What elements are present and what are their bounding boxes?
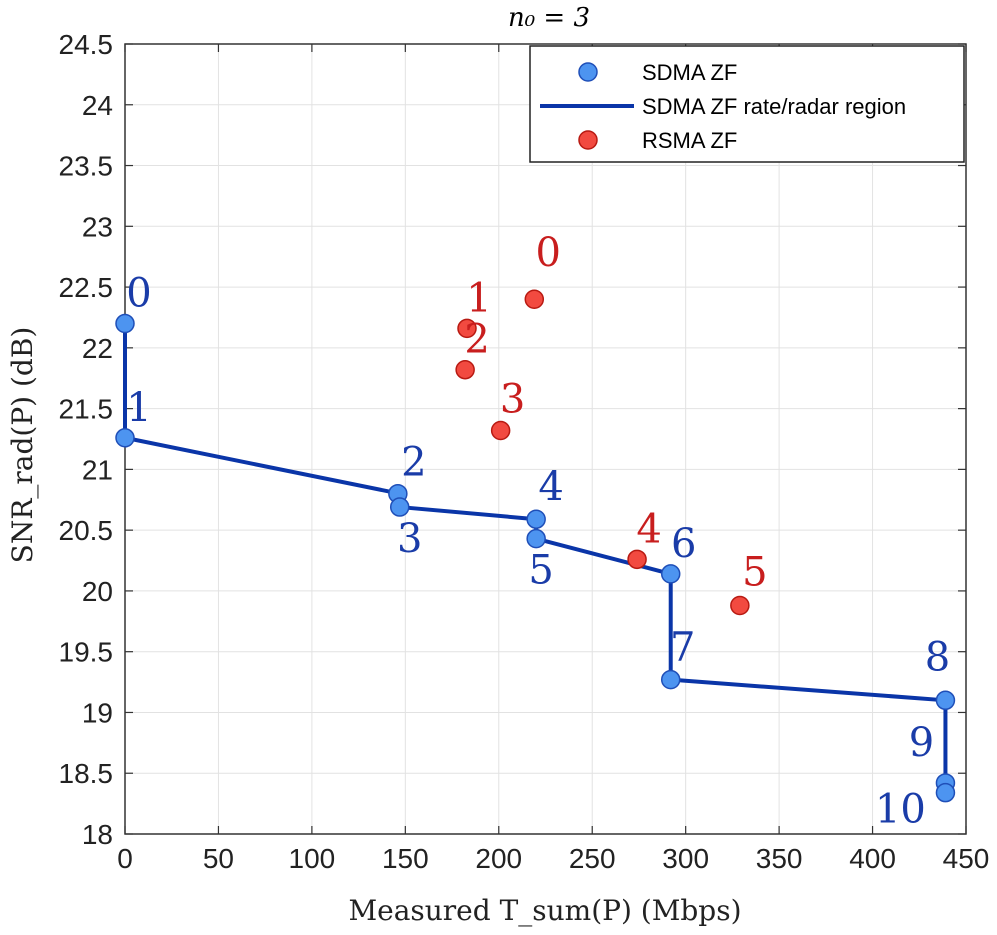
sdma-point-label: 2 bbox=[401, 440, 426, 486]
y-axis-label: SNR_rad(P) (dB) bbox=[6, 327, 39, 564]
x-tick-label: 250 bbox=[569, 843, 616, 874]
sdma-point bbox=[935, 690, 956, 711]
x-tick-label: 50 bbox=[203, 843, 234, 874]
sdma-point-label: 8 bbox=[925, 634, 950, 680]
x-axis-label: Measured T_sum(P) (Mbps) bbox=[348, 894, 741, 927]
sdma-point-label: 7 bbox=[670, 625, 695, 671]
y-tick-label: 20 bbox=[82, 576, 113, 607]
legend: SDMA ZF SDMA ZF rate/radar region RSMA ZF bbox=[529, 45, 965, 163]
y-tick-label: 23.5 bbox=[59, 151, 114, 182]
legend-region-label: SDMA ZF rate/radar region bbox=[642, 94, 906, 119]
rsma-point bbox=[455, 359, 475, 380]
series-points bbox=[115, 289, 956, 803]
rsma-point-label: 2 bbox=[464, 317, 489, 363]
sdma-point bbox=[389, 497, 410, 517]
chart-title: n₀ = 3 bbox=[508, 3, 590, 33]
tick-labels: 0 50 100 150 200 250 300 350 400 4501818.51919.52… bbox=[59, 29, 990, 874]
sdma-point-label: 0 bbox=[126, 271, 151, 317]
rsma-point bbox=[490, 420, 511, 441]
y-tick-label: 24.5 bbox=[59, 29, 114, 60]
y-tick-label: 23 bbox=[82, 211, 113, 242]
rsma-point-label: 0 bbox=[536, 230, 561, 276]
sdma-point bbox=[115, 428, 135, 448]
legend-sdma-label: SDMA ZF bbox=[642, 60, 737, 85]
y-tick-label: 19.5 bbox=[59, 637, 114, 668]
x-tick-label: 450 bbox=[943, 843, 990, 874]
y-tick-label: 22 bbox=[82, 333, 113, 364]
sdma-point bbox=[526, 528, 546, 549]
sdma-point bbox=[935, 782, 956, 803]
y-tick-label: 21 bbox=[82, 454, 113, 485]
y-tick-label: 19 bbox=[82, 697, 113, 728]
sdma-point-label: 10 bbox=[875, 787, 926, 833]
legend-rsma-label: RSMA ZF bbox=[642, 128, 737, 153]
sdma-point-label: 4 bbox=[538, 464, 563, 510]
x-tick-label: 150 bbox=[382, 843, 429, 874]
x-tick-label: 350 bbox=[756, 843, 803, 874]
sdma-point-label: 3 bbox=[397, 516, 422, 562]
x-tick-label: 400 bbox=[849, 843, 896, 874]
rsma-point-label: 1 bbox=[466, 275, 491, 321]
y-tick-label: 22.5 bbox=[59, 272, 114, 303]
x-tick-label: 300 bbox=[662, 843, 709, 874]
x-tick-label: 100 bbox=[289, 843, 336, 874]
rsma-point bbox=[524, 289, 545, 309]
x-tick-label: 0 bbox=[117, 843, 133, 874]
legend-rsma-marker bbox=[578, 130, 598, 150]
y-tick-label: 20.5 bbox=[59, 515, 114, 546]
rsma-point-label: 5 bbox=[742, 550, 767, 596]
sdma-point bbox=[115, 313, 135, 334]
x-tick-label: 200 bbox=[475, 843, 522, 874]
y-tick-label: 18.5 bbox=[59, 758, 114, 789]
rsma-point-label: 3 bbox=[500, 376, 525, 422]
y-tick-label: 18 bbox=[82, 819, 113, 850]
sdma-point-label: 6 bbox=[671, 521, 696, 567]
rsma-point bbox=[730, 595, 750, 616]
y-tick-label: 21.5 bbox=[59, 394, 114, 425]
rsma-point bbox=[627, 549, 647, 570]
sdma-point bbox=[660, 669, 681, 690]
sdma-point-label: 1 bbox=[126, 385, 151, 431]
legend-sdma-marker bbox=[578, 62, 598, 82]
y-tick-label: 24 bbox=[82, 90, 113, 121]
rsma-point bbox=[457, 318, 477, 339]
rsma-point-label: 4 bbox=[636, 506, 661, 552]
sdma-point bbox=[660, 564, 681, 584]
sdma-point-label: 5 bbox=[528, 548, 553, 594]
sdma-point bbox=[526, 509, 546, 529]
sdma-point-label: 9 bbox=[909, 720, 934, 766]
